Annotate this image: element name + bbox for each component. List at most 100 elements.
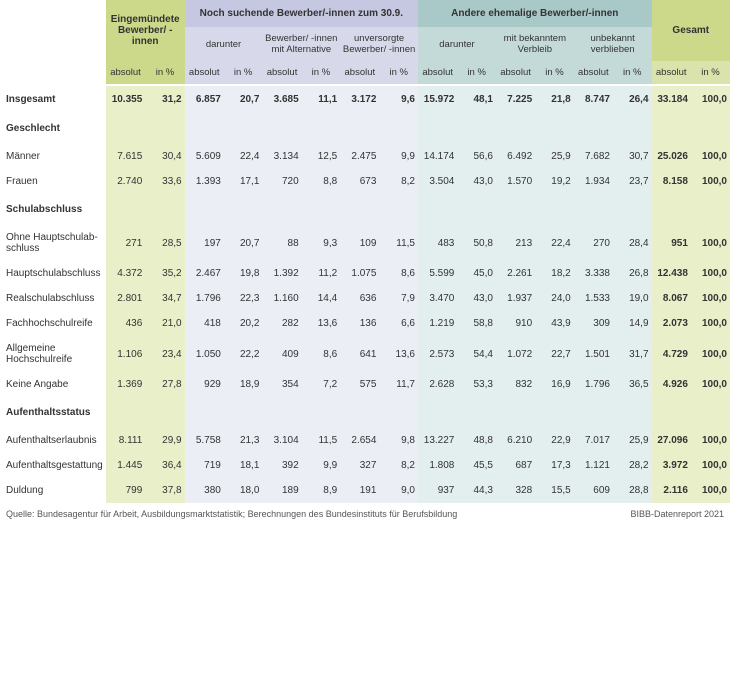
unit-abs: absolut <box>652 61 691 85</box>
cell: 19,2 <box>535 169 574 194</box>
cell: 8.158 <box>652 169 691 194</box>
cell <box>302 113 341 144</box>
cell <box>457 397 496 428</box>
cell <box>185 397 224 428</box>
col-sub-unb: unbekannt verblieben <box>574 27 652 61</box>
cell: 418 <box>185 311 224 336</box>
cell: 7.615 <box>106 144 146 169</box>
cell: 44,3 <box>457 478 496 503</box>
col-sub-darunter2: darunter <box>418 27 496 61</box>
cell <box>574 397 613 428</box>
cell: 22,4 <box>535 225 574 261</box>
cell <box>302 397 341 428</box>
cell: 30,4 <box>145 144 184 169</box>
cell: 100,0 <box>691 261 730 286</box>
cell: 1.501 <box>574 336 613 372</box>
cell <box>496 113 535 144</box>
cell: 100,0 <box>691 428 730 453</box>
cell: 23,4 <box>145 336 184 372</box>
cell: 27,8 <box>145 372 184 397</box>
cell: 14,4 <box>302 286 341 311</box>
cell: 687 <box>496 453 535 478</box>
cell: 2.801 <box>106 286 146 311</box>
cell <box>379 194 418 225</box>
cell <box>224 113 263 144</box>
table-row: Aufenthaltsgestattung1.44536,471918,1392… <box>0 453 730 478</box>
table-body: Insgesamt10.35531,26.85720,73.68511,13.1… <box>0 85 730 503</box>
cell <box>613 113 652 144</box>
cell: 13.227 <box>418 428 457 453</box>
cell <box>145 113 184 144</box>
cell: 36,4 <box>145 453 184 478</box>
cell: 197 <box>185 225 224 261</box>
cell: 11,1 <box>302 85 341 113</box>
row-label: Hauptschulabschluss <box>0 261 106 286</box>
cell: 4.372 <box>106 261 146 286</box>
cell: 25,9 <box>535 144 574 169</box>
cell <box>379 113 418 144</box>
cell: 8,9 <box>302 478 341 503</box>
cell <box>418 194 457 225</box>
cell: 673 <box>340 169 379 194</box>
cell: 327 <box>340 453 379 478</box>
cell: 1.219 <box>418 311 457 336</box>
cell: 719 <box>185 453 224 478</box>
row-label: Duldung <box>0 478 106 503</box>
cell: 191 <box>340 478 379 503</box>
cell: 100,0 <box>691 85 730 113</box>
cell: 28,8 <box>613 478 652 503</box>
cell: 50,8 <box>457 225 496 261</box>
table-row: Keine Angabe1.36927,892918,93547,257511,… <box>0 372 730 397</box>
cell: 54,4 <box>457 336 496 372</box>
table-row: Fachhochschulreife43621,041820,228213,61… <box>0 311 730 336</box>
cell: 3.338 <box>574 261 613 286</box>
cell: 28,5 <box>145 225 184 261</box>
cell: 36,5 <box>613 372 652 397</box>
cell <box>224 194 263 225</box>
cell <box>379 397 418 428</box>
cell: 22,3 <box>224 286 263 311</box>
cell: 43,9 <box>535 311 574 336</box>
cell: 14.174 <box>418 144 457 169</box>
cell: 9,0 <box>379 478 418 503</box>
cell: 20,2 <box>224 311 263 336</box>
cell: 1.072 <box>496 336 535 372</box>
section-title: Geschlecht <box>0 113 106 144</box>
cell: 1.934 <box>574 169 613 194</box>
cell: 11,5 <box>302 428 341 453</box>
cell <box>574 194 613 225</box>
cell: 8,6 <box>302 336 341 372</box>
cell: 636 <box>340 286 379 311</box>
cell: 12.438 <box>652 261 691 286</box>
cell <box>302 194 341 225</box>
cell: 8.067 <box>652 286 691 311</box>
cell: 9,9 <box>379 144 418 169</box>
table-row: Duldung79937,838018,01898,91919,093744,3… <box>0 478 730 503</box>
cell: 937 <box>418 478 457 503</box>
cell: 1.106 <box>106 336 146 372</box>
cell: 16,9 <box>535 372 574 397</box>
cell <box>652 194 691 225</box>
cell: 48,8 <box>457 428 496 453</box>
cell: 21,8 <box>535 85 574 113</box>
cell: 7,2 <box>302 372 341 397</box>
cell: 17,1 <box>224 169 263 194</box>
unit-pct: in % <box>302 61 341 85</box>
unit-abs: absolut <box>106 61 146 85</box>
section-title: Aufenthaltsstatus <box>0 397 106 428</box>
cell: 7.225 <box>496 85 535 113</box>
cell <box>340 113 379 144</box>
cell: 18,1 <box>224 453 263 478</box>
cell: 1.121 <box>574 453 613 478</box>
cell: 30,7 <box>613 144 652 169</box>
cell: 56,6 <box>457 144 496 169</box>
cell: 25,9 <box>613 428 652 453</box>
cell <box>652 397 691 428</box>
cell: 380 <box>185 478 224 503</box>
cell <box>262 194 301 225</box>
cell: 9,6 <box>379 85 418 113</box>
unit-pct: in % <box>457 61 496 85</box>
unit-abs: absolut <box>340 61 379 85</box>
cell: 6.492 <box>496 144 535 169</box>
cell: 3.504 <box>418 169 457 194</box>
